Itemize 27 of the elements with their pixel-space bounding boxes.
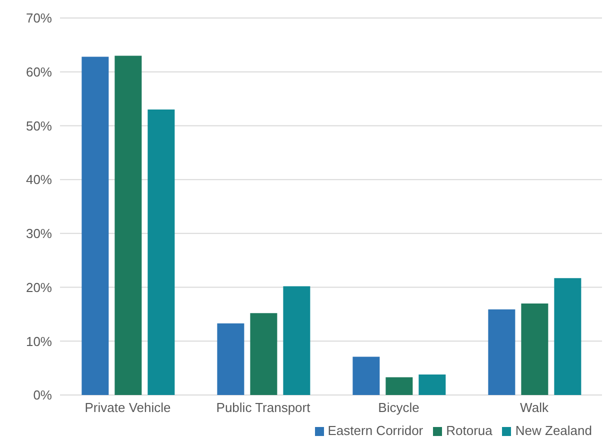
bar xyxy=(217,323,244,395)
bar xyxy=(283,286,310,395)
x-tick-label: Bicycle xyxy=(378,400,420,416)
y-tick-label: 10% xyxy=(26,334,52,349)
bar xyxy=(386,377,413,395)
bar xyxy=(148,110,175,395)
bar xyxy=(352,356,380,395)
y-tick-label: 30% xyxy=(26,226,52,242)
x-tick-label: Public Transport xyxy=(216,400,311,416)
x-tick-label: Walk xyxy=(520,400,549,416)
bar xyxy=(250,313,278,395)
bar xyxy=(114,56,142,395)
bar xyxy=(521,303,548,395)
y-tick-label: 60% xyxy=(26,64,52,80)
y-tick-label: 70% xyxy=(26,10,52,26)
bar xyxy=(554,278,582,395)
legend-label: Rotorua xyxy=(446,423,492,438)
bar xyxy=(418,374,446,395)
x-tick-label: Private Vehicle xyxy=(84,400,171,416)
legend-label: New Zealand xyxy=(515,423,592,438)
y-tick-label: 0% xyxy=(33,388,52,403)
y-tick-label: 40% xyxy=(26,172,52,188)
y-tick-label: 50% xyxy=(26,118,52,134)
legend-label: Eastern Corridor xyxy=(328,423,424,438)
bar xyxy=(488,309,516,395)
bar xyxy=(82,56,109,395)
y-tick-label: 20% xyxy=(26,280,52,295)
